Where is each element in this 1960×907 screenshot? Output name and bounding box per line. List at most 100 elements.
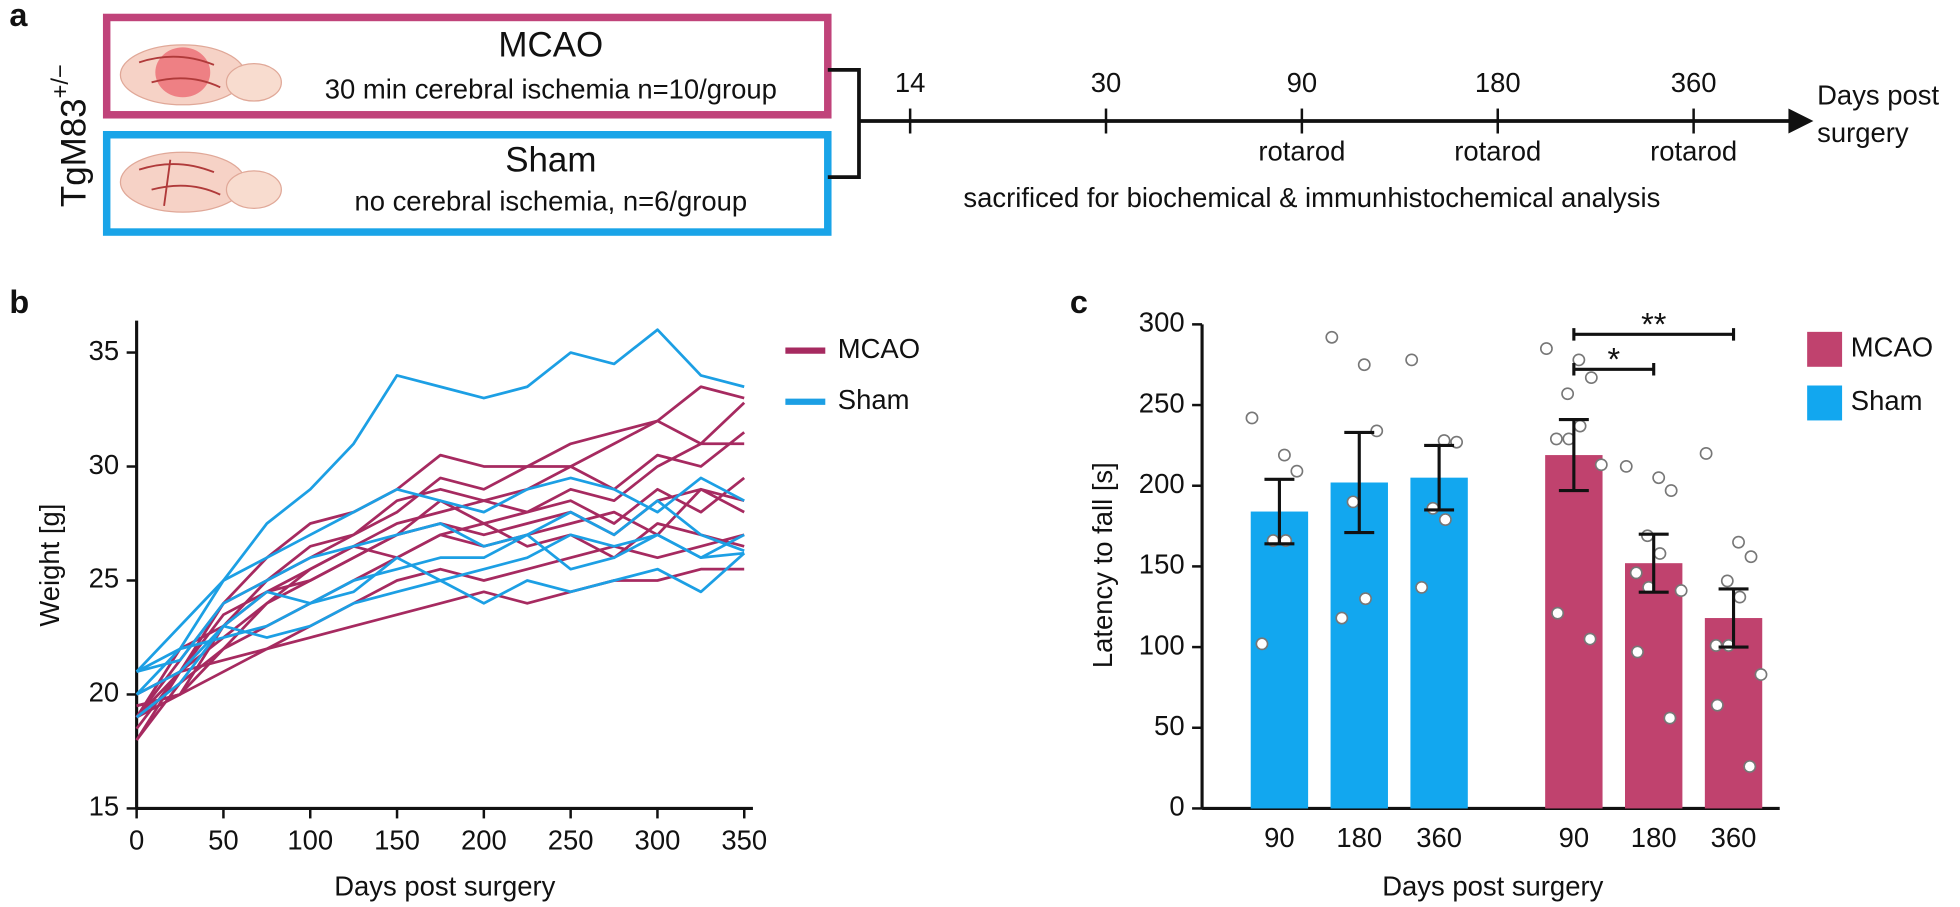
- timeline-day: 180: [1475, 67, 1521, 98]
- x-tick-label: 100: [287, 824, 333, 855]
- y-tick-label: 50: [1154, 710, 1185, 741]
- group-title: Sham: [505, 140, 596, 179]
- data-point: [1709, 639, 1723, 652]
- genotype-name: TgM83: [55, 98, 94, 207]
- timeline-day: 90: [1287, 67, 1318, 98]
- significance-label: **: [1641, 306, 1667, 342]
- legend-label: Sham: [1851, 385, 1923, 416]
- series-line: [135, 385, 745, 741]
- x-tick-label: 180: [1336, 822, 1382, 853]
- series-line: [136, 567, 745, 708]
- timeline-label: Days post: [1817, 80, 1939, 111]
- legend-label: MCAO: [838, 333, 920, 364]
- data-point: [1277, 448, 1291, 462]
- x-tick-label: 90: [1264, 822, 1295, 853]
- group-description: no cerebral ischemia, n=6/group: [354, 186, 747, 217]
- data-point: [1733, 590, 1747, 604]
- data-point: [1415, 580, 1429, 594]
- x-tick-label: 50: [208, 824, 239, 855]
- data-point: [1699, 447, 1713, 460]
- bar: [1330, 482, 1388, 809]
- series-line: [135, 533, 745, 719]
- series-line: [135, 431, 746, 719]
- data-point: [1743, 760, 1757, 773]
- data-point: [1674, 584, 1688, 598]
- error-bar: [1344, 430, 1375, 535]
- data-point: [1359, 592, 1372, 606]
- data-point: [1744, 550, 1758, 564]
- y-axis-label: Weight [g]: [34, 504, 65, 627]
- y-tick-label: 0: [1169, 791, 1184, 822]
- significance-bracket: [1572, 328, 1736, 341]
- x-tick-label: 90: [1559, 822, 1590, 853]
- series-line: [135, 522, 745, 696]
- x-axis-label: Days post surgery: [334, 871, 555, 902]
- data-point: [1561, 387, 1575, 401]
- data-point: [1572, 353, 1586, 367]
- data-point: [1438, 513, 1452, 527]
- brain-icon: [119, 44, 282, 106]
- bar: [1250, 511, 1309, 809]
- data-point: [1539, 342, 1553, 356]
- data-point: [1720, 574, 1734, 588]
- y-tick-label: 15: [89, 791, 120, 822]
- bar: [1410, 477, 1468, 809]
- data-point: [1551, 606, 1565, 620]
- timeline-day: 14: [895, 67, 926, 98]
- data-point: [1594, 458, 1608, 472]
- x-tick-label: 200: [461, 824, 507, 855]
- bar: [1545, 455, 1603, 809]
- x-tick-label: 250: [548, 824, 594, 855]
- bar: [1625, 563, 1683, 809]
- data-point: [1245, 411, 1259, 425]
- y-tick-label: 250: [1139, 387, 1185, 418]
- data-point: [1641, 529, 1654, 543]
- series-line: [135, 533, 745, 719]
- data-point: [1346, 495, 1360, 509]
- x-axis-label: Days post surgery: [1382, 871, 1603, 902]
- timeline-axis: [827, 67, 1799, 180]
- group-box: [102, 130, 832, 236]
- series-line: [136, 499, 745, 674]
- y-tick-label: 300: [1139, 307, 1185, 338]
- data-point: [1652, 471, 1666, 485]
- error-bar: [1718, 587, 1749, 649]
- timeline-note: rotarod: [1650, 136, 1737, 167]
- group-title: MCAO: [498, 26, 603, 65]
- error-bar: [1424, 443, 1455, 512]
- genotype: TgM83+/−: [48, 64, 94, 207]
- data-point: [1255, 637, 1269, 651]
- timeline-note: rotarod: [1454, 136, 1541, 167]
- data-point: [1325, 330, 1339, 344]
- series-line: [135, 442, 745, 730]
- data-point: [1290, 464, 1304, 478]
- data-point: [1631, 645, 1644, 659]
- legend-label: Sham: [838, 384, 910, 415]
- y-tick-label: 30: [89, 449, 120, 480]
- legend-swatch: [1807, 331, 1843, 367]
- data-point: [1663, 711, 1677, 725]
- y-tick-label: 20: [89, 677, 120, 708]
- panel-label: b: [9, 284, 29, 320]
- data-point: [1653, 547, 1667, 560]
- data-point: [1754, 668, 1768, 681]
- timeline-arrow: [1788, 108, 1814, 134]
- data-point: [1732, 535, 1745, 549]
- data-point: [1335, 611, 1349, 625]
- data-point: [1584, 371, 1598, 385]
- x-tick-label: 360: [1711, 822, 1757, 853]
- data-point: [1619, 459, 1633, 473]
- data-point: [1370, 424, 1384, 438]
- data-point: [1573, 419, 1587, 433]
- timeline-day: 360: [1671, 67, 1717, 98]
- x-tick-label: 300: [635, 824, 681, 855]
- legend-swatch: [1807, 385, 1843, 421]
- timeline-footnote: sacrificed for biochemical & immunhistoc…: [963, 182, 1660, 213]
- timeline-day: 30: [1091, 67, 1122, 98]
- genotype-superscript: +/−: [48, 64, 74, 98]
- x-tick-label: 180: [1631, 822, 1677, 853]
- series-line: [135, 476, 745, 696]
- error-bar: [1264, 477, 1295, 546]
- data-point: [1357, 358, 1371, 372]
